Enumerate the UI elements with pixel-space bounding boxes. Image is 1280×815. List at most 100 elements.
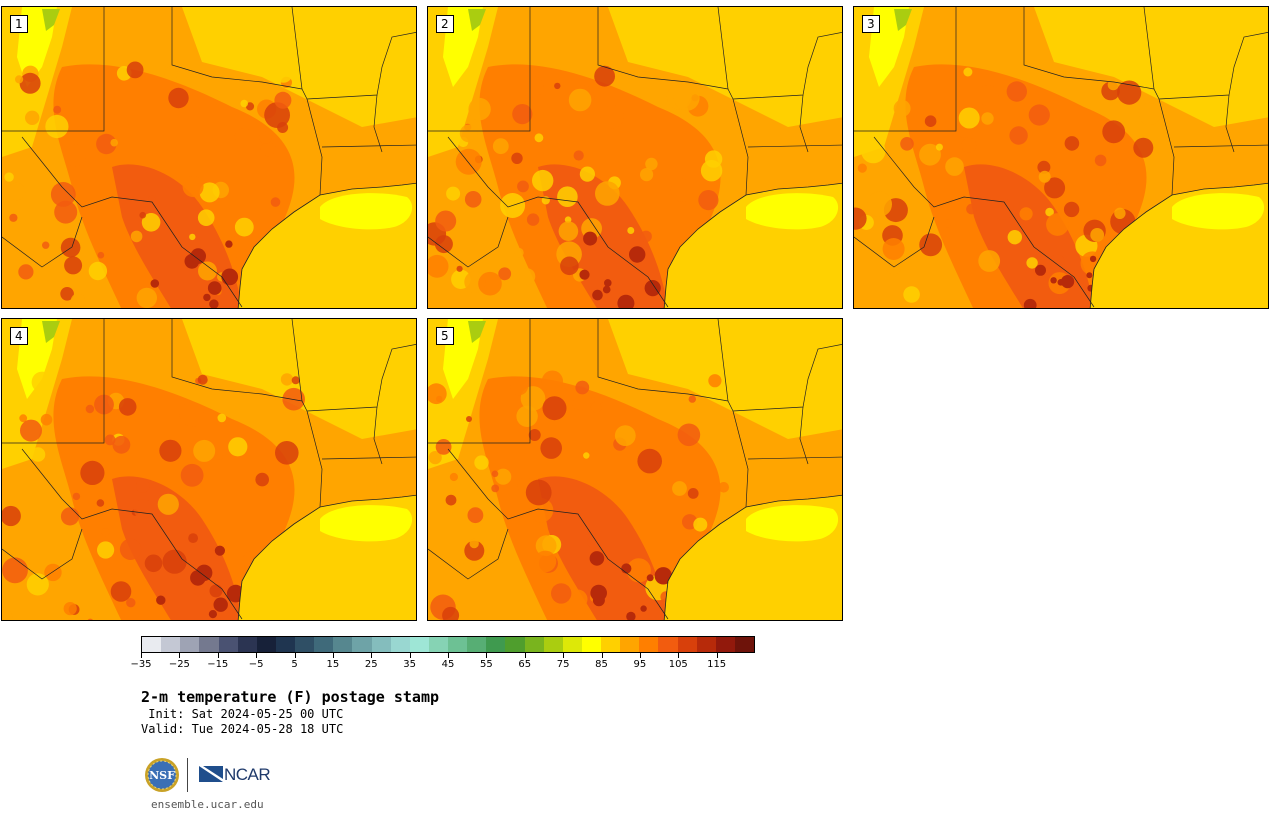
temperature-cell — [270, 197, 281, 207]
temperature-cell — [943, 219, 952, 228]
temperature-cell — [70, 293, 86, 308]
temperature-cell — [96, 499, 105, 507]
temperature-cell — [60, 507, 80, 526]
temperature-cell — [136, 479, 150, 493]
colorbar-tick — [256, 653, 258, 658]
temperature-cell — [867, 191, 892, 217]
temperature-cell — [54, 200, 78, 224]
temperature-cell — [474, 455, 489, 470]
temperature-cell — [42, 241, 50, 249]
hot-spot — [203, 293, 211, 302]
ncar-logo-text: NCAR — [224, 765, 271, 784]
temperature-cell — [521, 75, 544, 98]
colorbar-tick — [141, 653, 142, 658]
hot-spot — [213, 597, 228, 612]
temperature-cell — [133, 499, 154, 519]
temperature-cell — [72, 492, 81, 501]
temperature-cell — [26, 573, 49, 596]
temperature-cell — [966, 203, 977, 215]
temperature-cell — [275, 441, 299, 465]
temperature-cell — [688, 395, 696, 403]
temperature-cell — [882, 238, 905, 260]
temperature-cell — [1107, 79, 1119, 91]
temperature-cell — [291, 376, 300, 385]
temperature-cell — [274, 91, 292, 109]
colorbar-swatch — [734, 637, 754, 652]
temperature-cell — [216, 453, 223, 460]
hot-spot — [626, 611, 636, 620]
boundary-line — [428, 528, 509, 580]
temperature-cell — [568, 88, 592, 112]
temperature-cell — [1038, 170, 1051, 183]
temperature-cell — [900, 137, 914, 151]
colorbar-tick — [678, 653, 680, 658]
cool-peak — [894, 9, 912, 31]
colorbar-swatch — [352, 637, 372, 652]
temperature-cell — [494, 555, 504, 564]
hot-spot — [221, 268, 239, 286]
temperature-cell — [554, 82, 561, 90]
website-link[interactable]: ensemble.ucar.edu — [151, 798, 264, 811]
temperature-cell — [614, 425, 636, 446]
temperature-cell — [19, 72, 41, 94]
temperature-cell — [1133, 137, 1154, 158]
temperature-cell — [541, 370, 563, 392]
temperature-cell — [45, 114, 69, 139]
colorbar-swatch — [620, 637, 640, 652]
cooler-water — [746, 193, 839, 230]
temperature-cell — [1007, 230, 1022, 245]
colorbar-swatch — [524, 637, 544, 652]
temperature-cell — [197, 209, 215, 226]
temperature-cell — [594, 65, 615, 87]
colorbar-swatch — [448, 637, 468, 652]
temperature-cell — [1026, 257, 1038, 269]
temperature-cell — [80, 460, 105, 485]
temperature-cell — [1090, 228, 1105, 242]
temperature-cell — [935, 143, 943, 151]
map-panel-member-2: 2 — [427, 6, 843, 309]
colorbar-tick-labels: −35 −25 −15 −5 5 15 25 35 45 55 65 75 85 95 105 115 — [130, 653, 755, 673]
temperature-cell — [556, 606, 567, 617]
temperature-cell — [110, 138, 118, 147]
temperature-cell — [3, 248, 10, 255]
temperature-cell — [627, 227, 635, 234]
member-label: 3 — [862, 15, 880, 33]
temperature-map-2 — [428, 7, 842, 308]
temperature-cell — [512, 104, 533, 125]
temperature-cell — [884, 257, 902, 275]
boundary-line — [447, 448, 669, 620]
temperature-cell — [126, 61, 144, 79]
boundary-line — [428, 7, 531, 132]
temperature-cell — [854, 207, 867, 230]
temperature-cell — [85, 404, 95, 414]
temperature-cell — [260, 141, 276, 157]
colorbar-tick — [294, 653, 296, 658]
colorbar-tick-label: 35 — [403, 659, 416, 670]
temperature-cell — [1109, 183, 1132, 206]
temperature-cell — [438, 100, 456, 118]
temperature-cell — [25, 110, 40, 126]
temperature-cell — [456, 265, 463, 272]
temperature-cell — [495, 468, 512, 485]
boundary-line — [2, 216, 83, 268]
colorbar-swatch — [256, 637, 276, 652]
colorbar-swatch — [715, 637, 735, 652]
boundary-line — [854, 216, 935, 268]
temperature-cell — [534, 550, 557, 573]
temperature-cell — [1102, 120, 1126, 144]
temperature-cell — [198, 261, 217, 281]
boundary-line — [2, 319, 105, 444]
temperature-cell — [981, 112, 994, 125]
temperature-cell — [540, 437, 562, 459]
boundary-line — [1158, 32, 1268, 100]
temperature-cell — [558, 221, 579, 241]
temperature-cell — [542, 396, 567, 421]
temperature-map-1 — [2, 7, 416, 308]
temperature-map-5 — [428, 319, 842, 620]
temperature-cell — [491, 484, 500, 493]
temperature-cell — [136, 287, 157, 308]
temperature-cell — [698, 190, 719, 211]
boundary-line — [747, 456, 842, 460]
colorbar-swatch — [543, 637, 563, 652]
colorbar-swatch — [428, 637, 448, 652]
